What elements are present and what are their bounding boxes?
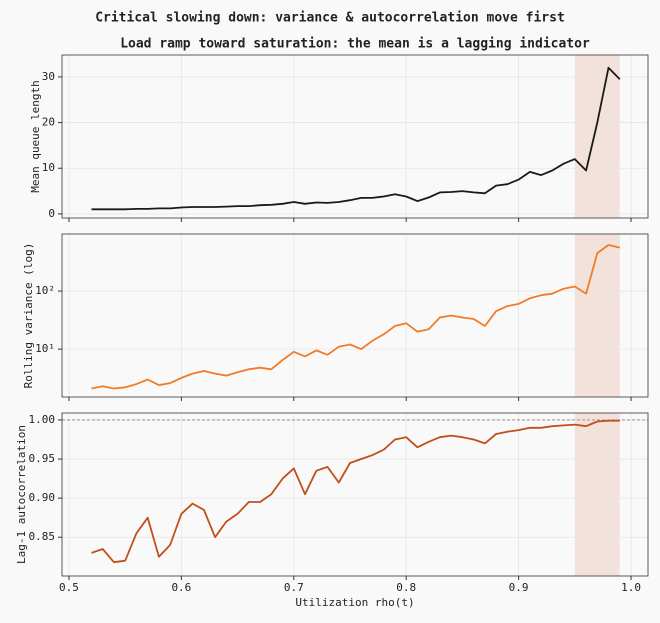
y-tick-label: 1.00 bbox=[29, 413, 56, 426]
y-axis-label: Lag-1 autocorrelation bbox=[15, 425, 28, 564]
x-tick-label: 0.5 bbox=[59, 581, 79, 594]
shaded-region bbox=[574, 55, 620, 218]
series-line bbox=[91, 66, 621, 211]
y-tick-label: 0 bbox=[48, 207, 55, 220]
axes-frame bbox=[61, 412, 649, 577]
y-tick-label: 0.85 bbox=[29, 530, 56, 543]
x-tick-label: 0.8 bbox=[396, 581, 416, 594]
x-tick-label: 0.7 bbox=[284, 581, 304, 594]
axes-frame bbox=[61, 233, 649, 398]
x-tick-label: 1.0 bbox=[621, 581, 641, 594]
y-tick-label: 10 bbox=[42, 161, 55, 174]
y-tick-label: 20 bbox=[42, 116, 55, 129]
axes-frame bbox=[61, 54, 649, 219]
y-tick-label: 0.90 bbox=[29, 491, 56, 504]
y-tick-label: 10¹ bbox=[35, 342, 55, 355]
y-tick-label: 10² bbox=[35, 284, 55, 297]
series-line bbox=[91, 419, 620, 564]
x-tick-label: 0.6 bbox=[171, 581, 191, 594]
x-tick-label: 0.9 bbox=[509, 581, 529, 594]
shaded-region bbox=[574, 234, 620, 397]
figure-title: Critical slowing down: variance & autoco… bbox=[95, 11, 565, 26]
y-axis-label: Mean queue length bbox=[29, 80, 42, 193]
plot-area bbox=[62, 413, 648, 576]
x-axis-label: Utilization rho(t) bbox=[295, 596, 414, 609]
series-line bbox=[91, 244, 621, 390]
shaded-region bbox=[574, 413, 620, 576]
plot-area bbox=[62, 234, 648, 397]
plot-area bbox=[62, 55, 648, 218]
y-axis-label: Rolling variance (log) bbox=[22, 243, 35, 389]
chart-title: Load ramp toward saturation: the mean is… bbox=[120, 37, 590, 52]
y-tick-label: 30 bbox=[42, 70, 55, 83]
y-tick-label: 0.95 bbox=[29, 452, 56, 465]
